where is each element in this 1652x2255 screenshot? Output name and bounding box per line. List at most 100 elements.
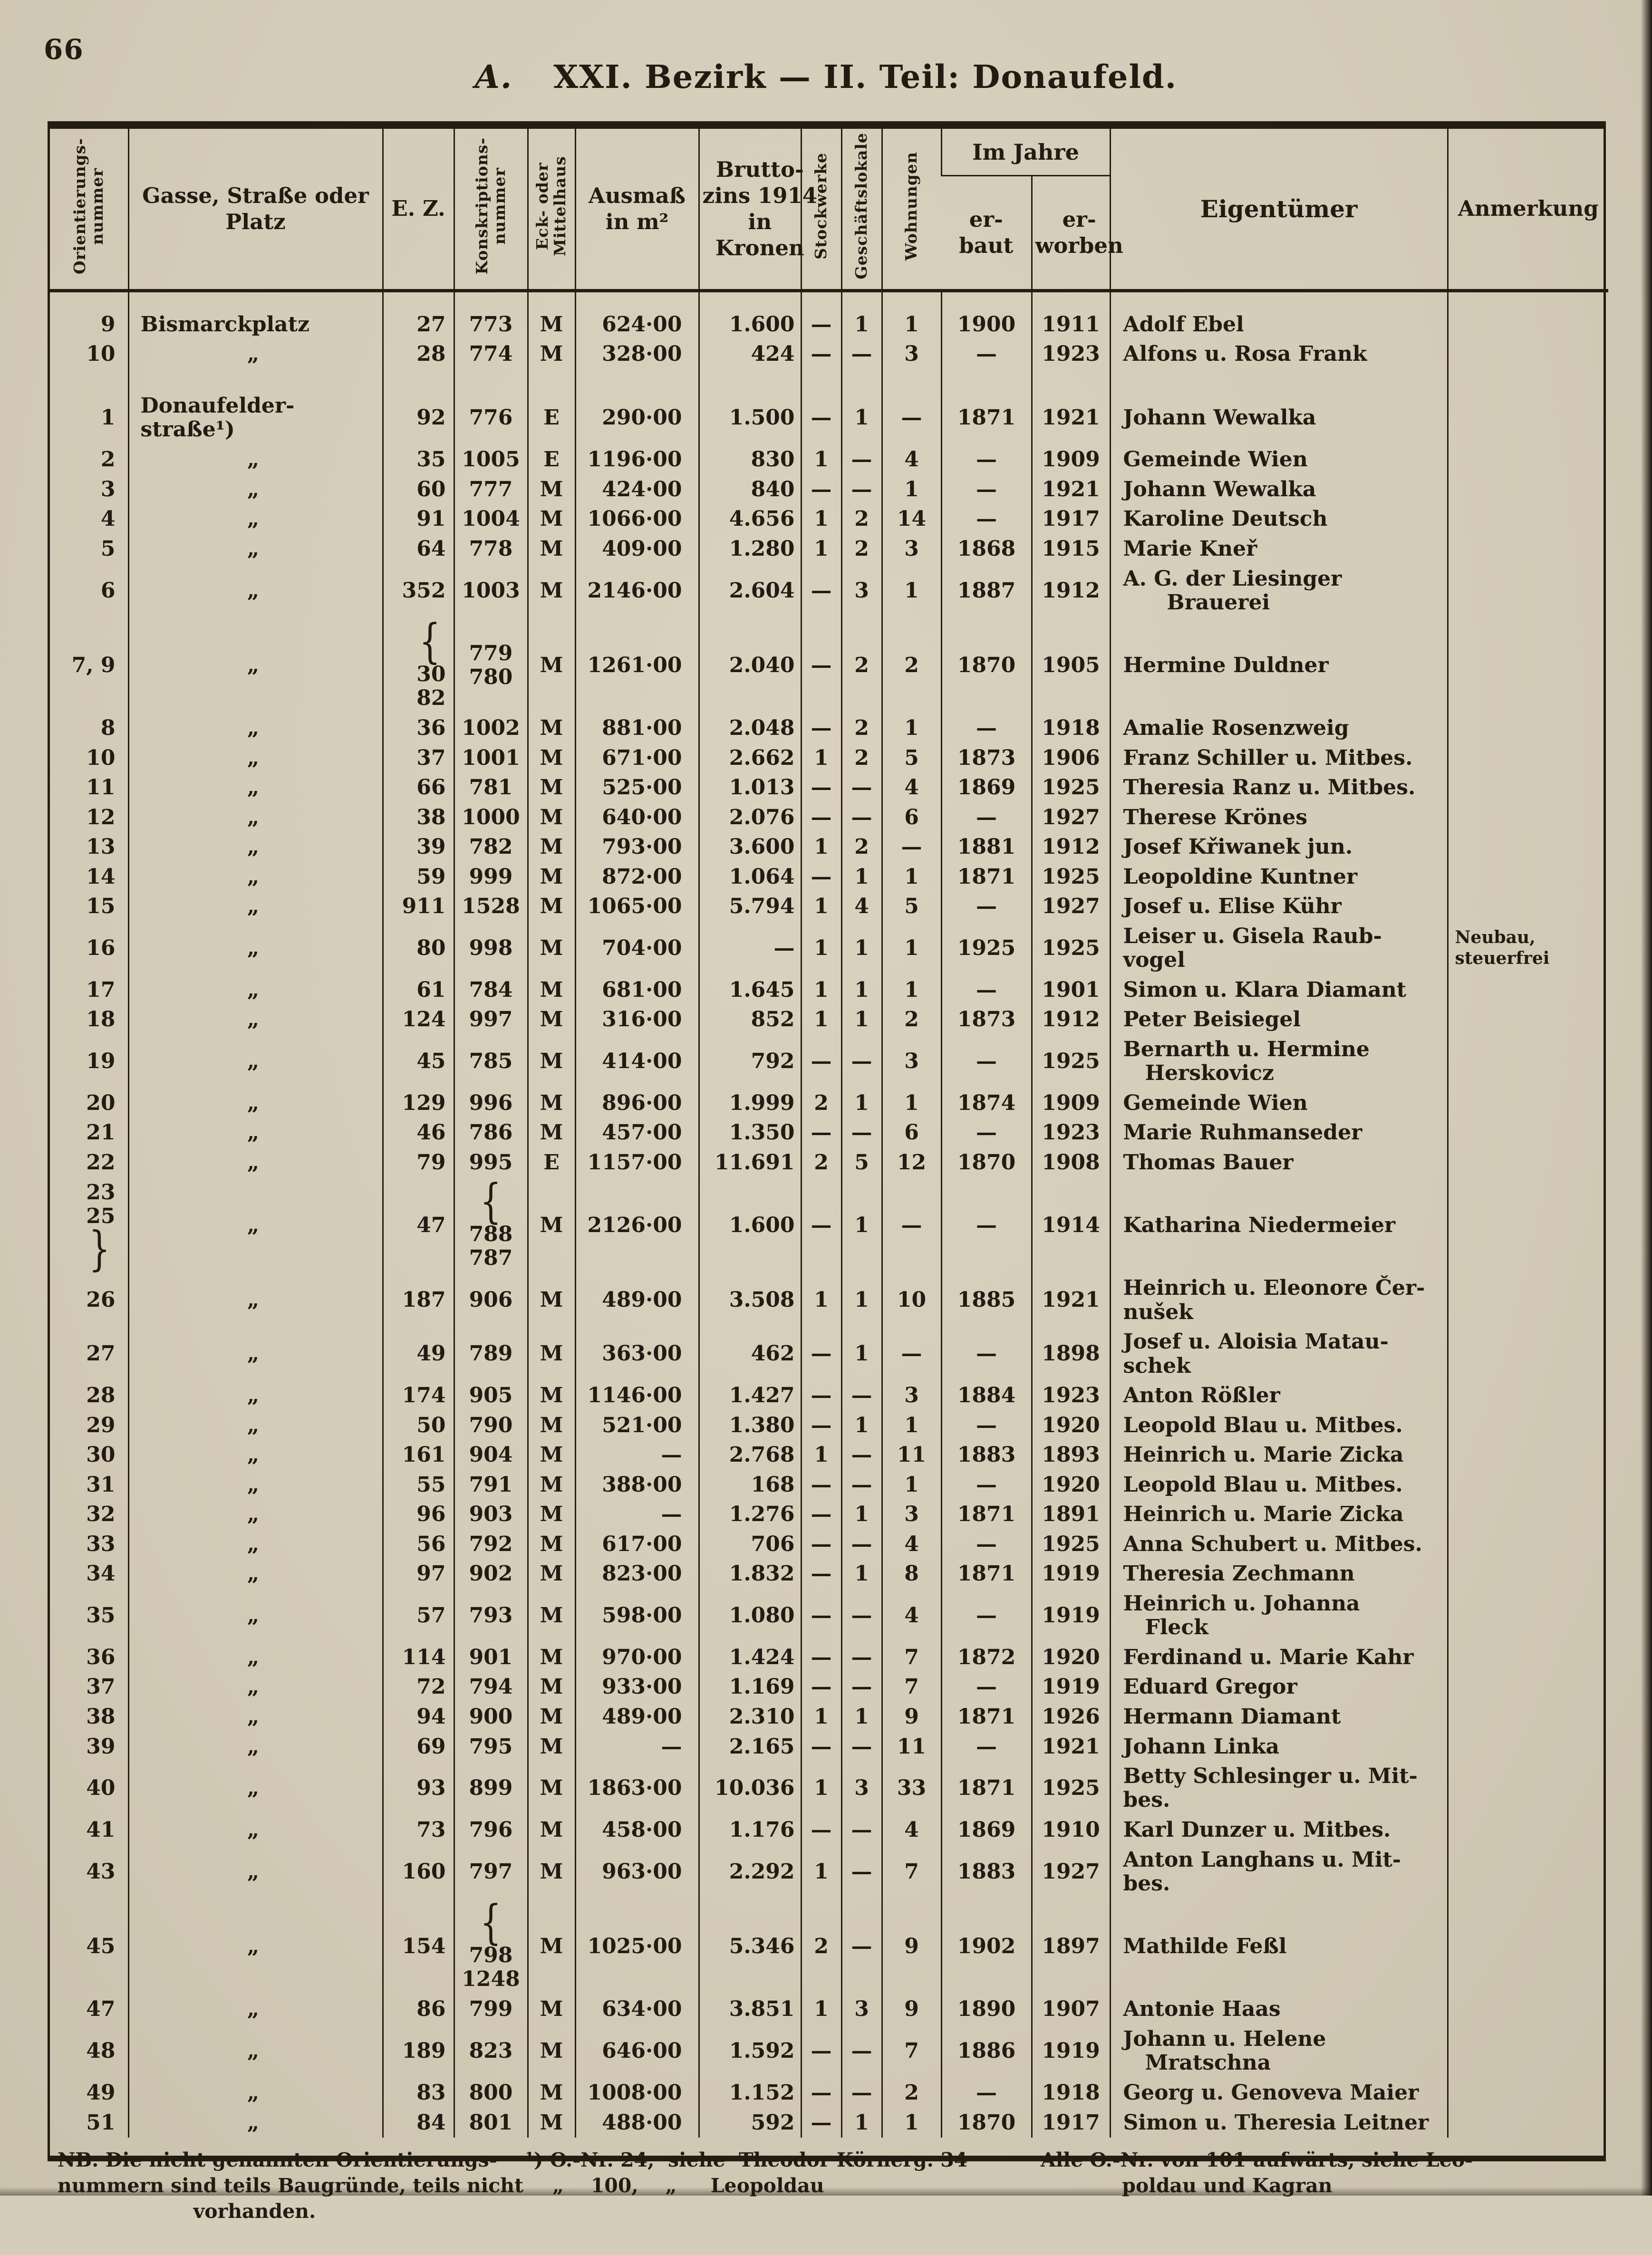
cell-ez: 97 [382, 1559, 454, 1589]
cell-zins: 1.500 [698, 369, 801, 445]
cell-anmerkung [1447, 1410, 1609, 1441]
cell-nr: 40 [86, 1776, 116, 1801]
cell-erbaut: 1883 [940, 1440, 1032, 1470]
cell-zins: 2.292 [698, 1845, 801, 1899]
cell-zins: 1.832 [698, 1559, 801, 1589]
cell-eigentuemer: Josef u. Aloisia Matau- schek [1109, 1327, 1448, 1381]
col-header-erworben: er- worben [1031, 175, 1123, 293]
cell-ausmass: 290·00 [574, 369, 699, 445]
cell-konskr: 782 [453, 832, 528, 862]
cell-eigentuemer: Georg u. Genoveva Maier [1109, 2078, 1448, 2108]
cell-anmerkung [1447, 802, 1609, 833]
cell-gesch: 1 [840, 369, 882, 445]
cell-ausmass: 671·00 [574, 743, 699, 773]
table-row: 5 „ 64 778 M 409·00 1.280 1 2 3 1868 1915 Marie Kneř [50, 534, 1609, 564]
cell-erworben: 1923 [1031, 339, 1111, 369]
cell-erworben: 1918 [1031, 2078, 1111, 2108]
scan-edge-right [1641, 0, 1652, 2196]
cell-eigentuemer: Johann Linka [1109, 1732, 1448, 1762]
cell-street: „ [127, 1732, 383, 1762]
cell-ez: 64 [382, 534, 454, 564]
cell-street: „ [127, 1327, 383, 1381]
cell-wohn: 1 [881, 862, 941, 892]
cell-eigentuemer: Anton Langhans u. Mit- bes. [1109, 1845, 1448, 1899]
cell-wohn: 1 [881, 2108, 941, 2138]
cell-street: „ [127, 1672, 383, 1702]
cell-gesch: — [840, 2078, 882, 2108]
cell-erworben: 1927 [1031, 892, 1111, 922]
cell-ausmass: 970·00 [574, 1642, 699, 1673]
brace-glyph: { [480, 1896, 502, 1950]
cell-ez: 189 [382, 2024, 454, 2078]
cell-wohn: 7 [881, 1845, 941, 1899]
cell-nr: 43 [86, 1859, 116, 1884]
cell-konskr: 1005 [453, 445, 528, 475]
col-header-anmerkung: Anmerkung [1447, 129, 1609, 293]
cell-em: E [527, 369, 575, 445]
cell-ausmass: 1863·00 [574, 1761, 699, 1815]
cell-zins: 706 [698, 1529, 801, 1560]
cell-street: „ [127, 713, 383, 743]
cell-konskr: 794 [453, 1672, 528, 1702]
cell-nr: 37 [86, 1675, 116, 1699]
cell-ez: 73 [382, 1815, 454, 1845]
table-row: 34 „ 97 902 M 823·00 1.832—1 8 1871 1919 Theresia … [50, 1559, 1609, 1589]
cell-ez: 84 [382, 2108, 454, 2138]
cell-gesch: 3 [840, 564, 882, 618]
table-row: 13 „ 39 782 M 793·00 3.600 1 2—1881 1912 Josef Kři… [50, 832, 1609, 862]
cell-konskr: {798 1248 [453, 1896, 528, 1995]
cell-anmerkung [1447, 1470, 1609, 1500]
cell-eigentuemer: Marie Kneř [1109, 534, 1448, 564]
cell-anmerkung [1447, 832, 1609, 862]
cell-wohn: 5 [881, 892, 941, 922]
cell-konskr: 789 [453, 1327, 528, 1381]
cell-erworben: 1921 [1031, 1273, 1111, 1328]
cell-stock: 1 [800, 1702, 841, 1732]
cell-zins: 3.600 [698, 832, 801, 862]
table-row: 2 „ 35 1005 E 1196·00 830 1—4—1909 Gemeinde Wien [50, 445, 1609, 475]
cell-erworben: 1912 [1031, 832, 1111, 862]
table-row: 19 „ 45 785 M 414·00 792— —3—1925 Bernarth u. He… [50, 1034, 1609, 1089]
cell-nr: 51 [86, 2110, 116, 2135]
cell-ausmass: 1196·00 [574, 445, 699, 475]
cell-em: M [527, 1642, 575, 1673]
cell-gesch: 2 [840, 713, 882, 743]
table-row: 9 Bismarckplatz 27 773 M 624·00 1.600—1 1 1900 19… [50, 290, 1609, 340]
cell-erbaut: — [940, 445, 1032, 475]
cell-anmerkung [1447, 2024, 1609, 2078]
cell-zins: 5.346 [698, 1898, 801, 1995]
cell-nr: 35 [86, 1603, 116, 1628]
cell-nr: 32 [86, 1502, 116, 1527]
cell-gesch: 1 [840, 290, 882, 340]
cell-em: M [527, 975, 575, 1005]
cell-zins: 4.656 [698, 504, 801, 534]
cell-eigentuemer: Johann Wewalka [1109, 369, 1448, 445]
cell-em: M [527, 772, 575, 803]
cell-erworben: 1925 [1031, 1761, 1111, 1815]
cell-konskr: 1528 [453, 892, 528, 922]
cell-stock: 2 [800, 1088, 841, 1118]
rotated-header-text: Geschäftslokale [852, 133, 871, 279]
table-row: 20 „ 129 996 M 896·00 1.999 2 1 1 1874 1909 Gemeinde… [50, 1088, 1609, 1118]
cell-ausmass: 1157·00 [574, 1147, 699, 1178]
cell-street: „ [127, 743, 383, 773]
cell-gesch: 3 [840, 1995, 882, 2024]
cell-eigentuemer: Karl Dunzer u. Mitbes. [1109, 1815, 1448, 1845]
cell-wohn: 3 [881, 339, 941, 369]
cell-erworben: 1914 [1031, 1177, 1111, 1274]
cell-ez: 39 [382, 832, 454, 862]
cell-konskr: 776 [453, 369, 528, 445]
cell-eigentuemer: Bernarth u. Hermine Herskovicz [1109, 1034, 1448, 1089]
cell-gesch: 5 [840, 1147, 882, 1178]
cell-nr: 5 [100, 536, 116, 561]
cell-street: „ [127, 862, 383, 892]
cell-eigentuemer: Leiser u. Gisela Raub- vogel [1109, 921, 1448, 975]
cell-stock: 1 [800, 892, 841, 922]
table-row: 33 „ 56 792 M 617·00 706— —4—1925 Anna Schubert … [50, 1529, 1609, 1560]
cell-ez: 86 [382, 1995, 454, 2024]
cell-em: M [527, 1732, 575, 1762]
cell-zins: 10.036 [698, 1761, 801, 1815]
cell-nr: 9 [100, 312, 116, 337]
cell-street: „ [127, 1642, 383, 1673]
cell-ez: 50 [382, 1410, 454, 1441]
